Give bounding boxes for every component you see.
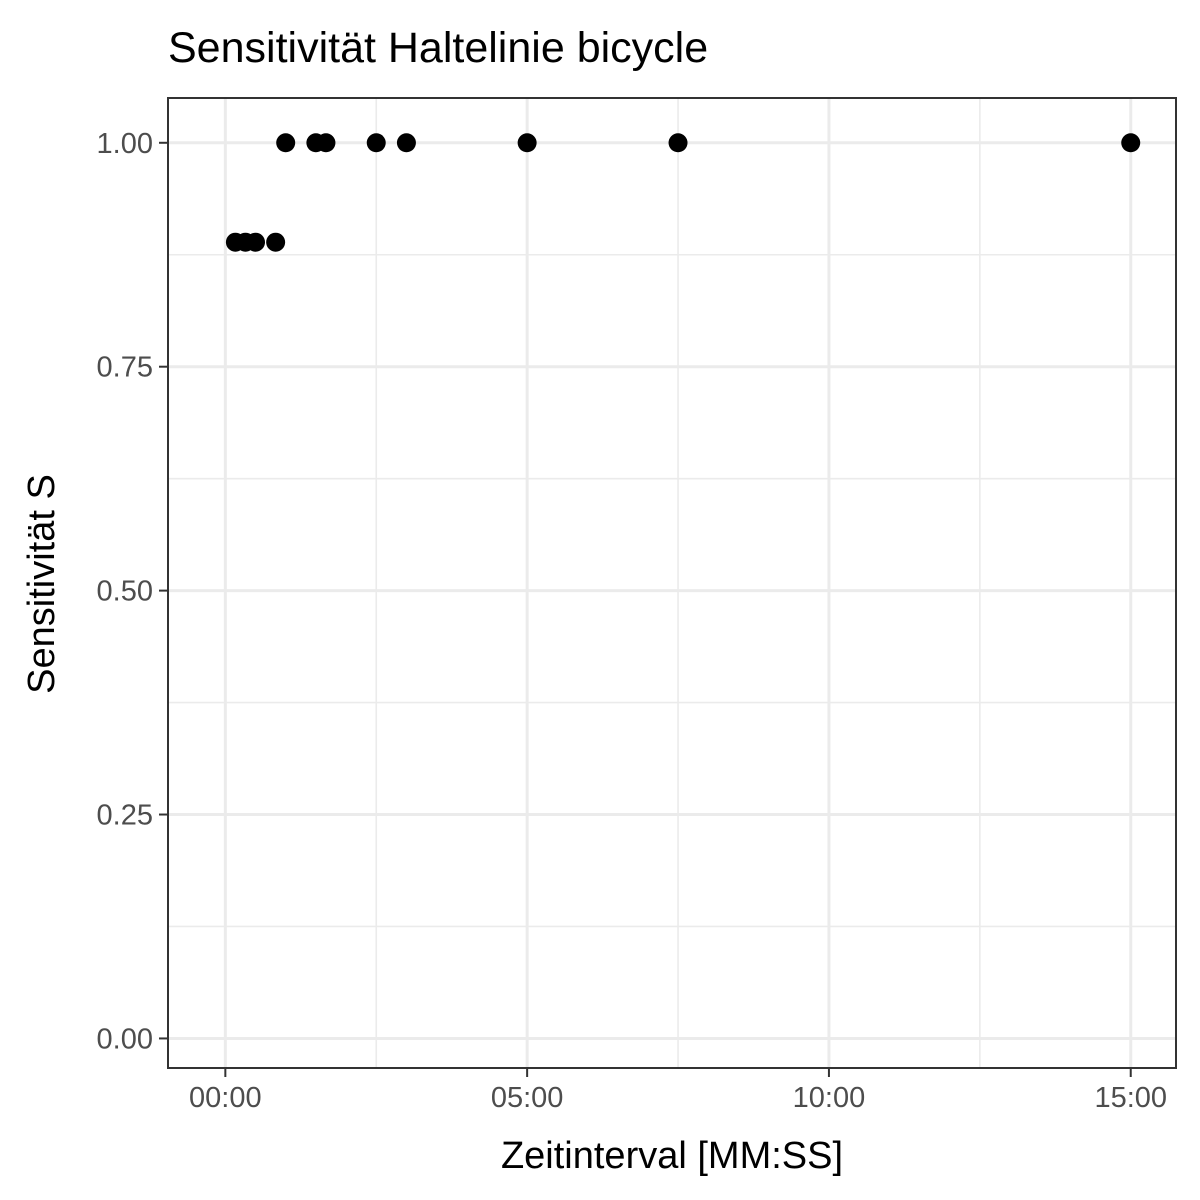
axis-ticks	[159, 141, 1132, 1077]
y-axis-title: Sensitivität S	[21, 474, 63, 694]
y-tick-label: 0.25	[97, 800, 153, 832]
data-point	[276, 133, 296, 153]
y-tick-label: 1.00	[97, 128, 153, 160]
data-point	[668, 133, 688, 153]
data-point	[266, 232, 286, 252]
grid-lines	[168, 98, 1176, 1068]
data-point	[517, 133, 537, 153]
data-point	[246, 232, 266, 252]
data-point	[366, 133, 386, 153]
y-tick-label: 0.50	[97, 576, 153, 608]
axis-tick-labels: 00:00 05:00 10:00 15:00 0.00 0.25 0.50 0.75 1.00	[97, 128, 1167, 1114]
panel-border	[167, 97, 1177, 1069]
data-points	[225, 133, 1141, 252]
x-tick-label: 05:00	[491, 1082, 564, 1114]
data-point	[396, 133, 416, 153]
x-axis-title: Zeitinterval [MM:SS]	[501, 1135, 843, 1177]
y-tick-label: 0.00	[97, 1023, 153, 1055]
x-tick-label: 10:00	[793, 1082, 866, 1114]
x-tick-label: 15:00	[1094, 1082, 1167, 1114]
y-tick-label: 0.75	[97, 352, 153, 384]
x-tick-label: 00:00	[189, 1082, 262, 1114]
data-point	[316, 133, 336, 153]
data-point	[1121, 133, 1141, 153]
chart-title: Sensitivität Haltelinie bicycle	[168, 24, 708, 72]
